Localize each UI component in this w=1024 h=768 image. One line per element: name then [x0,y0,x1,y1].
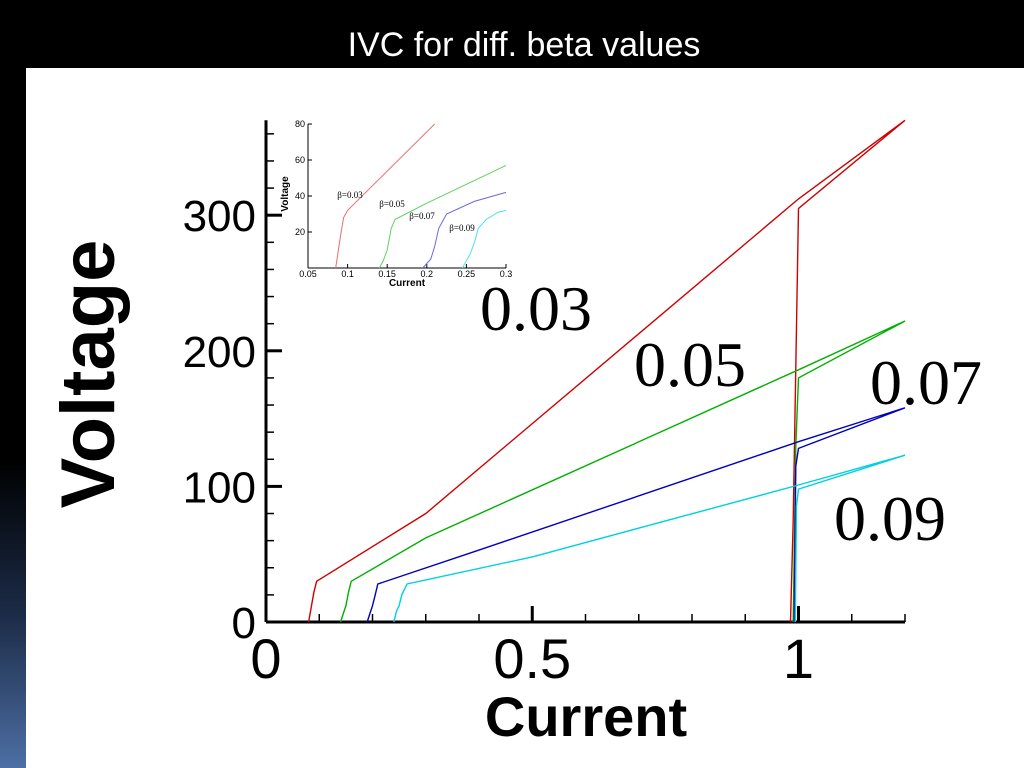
inset-y-tick-label: 80 [295,119,305,129]
series-line [366,407,906,623]
inset-x-tick-label: 0.1 [341,269,354,279]
y-tick-label: 0 [232,599,256,648]
inset-x-tick-label: 0.05 [299,269,317,279]
inset-x-tick-label: 0.25 [458,269,476,279]
inset-x-tick-label: 0.2 [421,269,434,279]
x-tick-label: 0.5 [493,627,571,690]
inset-y-tick-label: 60 [295,155,305,165]
inset-y-tick-label: 20 [295,227,305,237]
inset-series-label: β=0.03 [337,190,363,200]
inset-x-tick-label: 0.3 [500,269,513,279]
x-tick-label: 1 [783,627,814,690]
inset-series-label: β=0.05 [379,199,405,209]
series-label: 0.05 [634,329,746,400]
y-tick-label: 300 [183,192,256,241]
iv-chart: 0 0.5 1 0 100 200 300 Current Voltage 0.03 0.05 0.0… [46,119,982,748]
inset-series-line [422,191,507,269]
x-tick-label: 0 [250,627,281,690]
inset-x-tick-label: 0.15 [378,269,396,279]
inset-series-line [335,123,436,269]
series-line [393,454,906,623]
inset-series-label: β=0.09 [449,223,475,233]
x-axis-title: Current [485,685,687,748]
series-label: 0.03 [480,273,592,344]
y-axis-title: Voltage [46,240,131,509]
series-label: 0.09 [834,483,946,554]
chart-panel: 0 0.5 1 0 100 200 300 Current Voltage 0.03 0.05 0.0… [26,68,1024,768]
y-tick-label: 200 [183,328,256,377]
inset-series-line [378,164,507,269]
series-line [307,119,906,623]
slide-title: IVC for diff. beta values [347,26,701,64]
inset-x-axis-title: Current [389,278,426,289]
inset-y-axis-title: Voltage [280,176,291,212]
inset-series-label: β=0.07 [409,211,435,221]
series-line [339,320,906,623]
series-label: 0.07 [870,347,982,418]
y-tick-label: 100 [183,463,256,512]
inset-y-tick-label: 40 [295,191,305,201]
inset-series-line [461,209,507,269]
